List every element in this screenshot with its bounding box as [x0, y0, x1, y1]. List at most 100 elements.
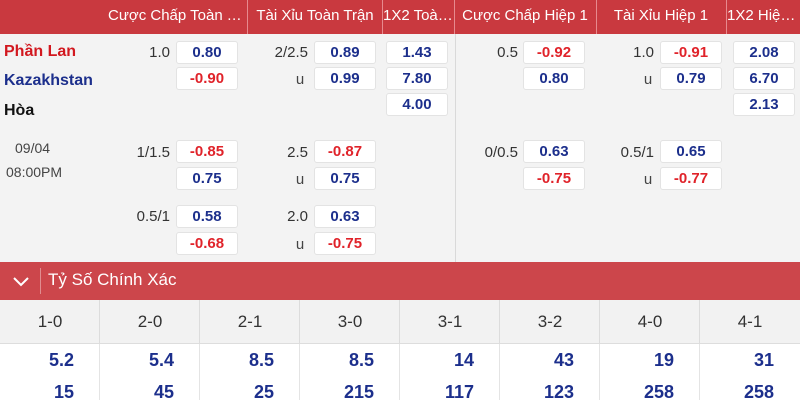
odds-cell[interactable]: 0.63: [523, 140, 585, 163]
header-divider: [247, 0, 248, 34]
score-odds[interactable]: 117: [444, 382, 474, 400]
score-divider: [399, 344, 400, 400]
odds-cell[interactable]: 1.43: [386, 41, 448, 64]
odds-cell[interactable]: 0.79: [660, 67, 722, 90]
score-divider: [699, 344, 700, 400]
score-odds[interactable]: 15: [53, 382, 74, 400]
chevron-down-icon[interactable]: [10, 270, 32, 292]
panel-divider: [455, 34, 456, 262]
score-divider: [299, 300, 300, 344]
score-divider: [699, 300, 700, 344]
score-odds[interactable]: 123: [543, 382, 574, 400]
hdp-ft-line: 0.5/1: [136, 208, 170, 225]
score-odds[interactable]: 215: [343, 382, 374, 400]
under-label: u: [295, 236, 305, 253]
score-odds[interactable]: 5.4: [148, 350, 174, 370]
odds-cell[interactable]: 0.99: [314, 67, 376, 90]
odds-cell[interactable]: 6.70: [733, 67, 795, 90]
odds-cell[interactable]: 0.89: [314, 41, 376, 64]
exact-score-bar[interactable]: [0, 262, 800, 300]
hdp-ft-line: 1.0: [149, 44, 170, 61]
odds-cell[interactable]: 2.08: [733, 41, 795, 64]
home-team-name: Phần Lan: [4, 43, 77, 60]
score-divider: [499, 300, 500, 344]
match-time: 08:00PM: [6, 164, 63, 180]
odds-cell[interactable]: 0.75: [176, 167, 238, 190]
odds-header: [0, 0, 800, 34]
exact-score-title: Tỷ Số Chính Xác: [48, 270, 177, 289]
away-team-name: Kazakhstan: [4, 72, 93, 89]
score-odds[interactable]: 25: [253, 382, 274, 400]
odds-cell[interactable]: 0.80: [523, 67, 585, 90]
header-hdp-fulltime[interactable]: Cược Chấp Toàn Trận: [108, 7, 246, 24]
score-label: 2-0: [137, 312, 163, 331]
odds-cell[interactable]: 0.75: [314, 167, 376, 190]
score-odds[interactable]: 8.5: [248, 350, 274, 370]
score-odds[interactable]: 258: [643, 382, 674, 400]
ou-h1-line: 1.0: [633, 44, 654, 61]
score-divider: [599, 344, 600, 400]
header-1x2-half1[interactable]: 1X2 Hiệp 1: [727, 7, 797, 24]
header-divider: [454, 0, 455, 34]
under-label: u: [643, 171, 653, 188]
ou-h1-line: 0.5/1: [620, 144, 654, 161]
odds-cell[interactable]: -0.75: [314, 232, 376, 255]
under-label: u: [643, 71, 653, 88]
header-ou-fulltime[interactable]: Tài Xỉu Toàn Trận: [256, 7, 374, 24]
score-odds[interactable]: 5.2: [48, 350, 74, 370]
score-label: 4-0: [637, 312, 663, 331]
score-divider: [99, 300, 100, 344]
score-divider: [199, 344, 200, 400]
score-label: 3-1: [437, 312, 463, 331]
score-odds[interactable]: 43: [553, 350, 574, 370]
odds-cell[interactable]: 0.58: [176, 205, 238, 228]
score-label: 3-0: [337, 312, 363, 331]
score-header-row: [0, 300, 800, 344]
odds-cell[interactable]: 0.80: [176, 41, 238, 64]
header-divider: [382, 0, 383, 34]
header-divider: [726, 0, 727, 34]
score-odds[interactable]: 45: [153, 382, 174, 400]
score-label: 2-1: [237, 312, 263, 331]
header-ou-half1[interactable]: Tài Xỉu Hiệp 1: [613, 7, 709, 24]
odds-cell[interactable]: 0.65: [660, 140, 722, 163]
score-divider: [499, 344, 500, 400]
score-odds[interactable]: 258: [743, 382, 774, 400]
header-hdp-half1[interactable]: Cược Chấp Hiệp 1: [462, 7, 588, 24]
score-label: 1-0: [37, 312, 63, 331]
under-label: u: [295, 71, 305, 88]
score-label: 3-2: [537, 312, 563, 331]
odds-cell[interactable]: 4.00: [386, 93, 448, 116]
score-divider: [299, 344, 300, 400]
score-odds[interactable]: 14: [453, 350, 474, 370]
odds-cell[interactable]: -0.77: [660, 167, 722, 190]
odds-cell[interactable]: -0.75: [523, 167, 585, 190]
odds-cell[interactable]: -0.85: [176, 140, 238, 163]
hdp-h1-line: 0.5: [497, 44, 518, 61]
draw-label: Hòa: [4, 102, 35, 119]
score-divider: [199, 300, 200, 344]
ou-ft-line: 2/2.5: [274, 44, 308, 61]
ou-ft-line: 2.0: [287, 208, 308, 225]
score-odds[interactable]: 31: [753, 350, 774, 370]
header-1x2-fulltime[interactable]: 1X2 Toàn Trận: [383, 7, 453, 24]
header-divider: [596, 0, 597, 34]
odds-cell[interactable]: -0.91: [660, 41, 722, 64]
score-label: 4-1: [737, 312, 763, 331]
score-odds[interactable]: 19: [653, 350, 674, 370]
odds-cell[interactable]: -0.90: [176, 67, 238, 90]
bar-divider: [40, 268, 41, 294]
odds-cell[interactable]: -0.92: [523, 41, 585, 64]
hdp-h1-line: 0/0.5: [484, 144, 518, 161]
score-divider: [399, 300, 400, 344]
under-label: u: [295, 171, 305, 188]
odds-cell[interactable]: 0.63: [314, 205, 376, 228]
odds-cell[interactable]: -0.87: [314, 140, 376, 163]
score-divider: [599, 300, 600, 344]
odds-cell[interactable]: 2.13: [733, 93, 795, 116]
odds-cell[interactable]: -0.68: [176, 232, 238, 255]
hdp-ft-line: 1/1.5: [136, 144, 170, 161]
score-odds[interactable]: 8.5: [348, 350, 374, 370]
score-divider: [99, 344, 100, 400]
odds-cell[interactable]: 7.80: [386, 67, 448, 90]
